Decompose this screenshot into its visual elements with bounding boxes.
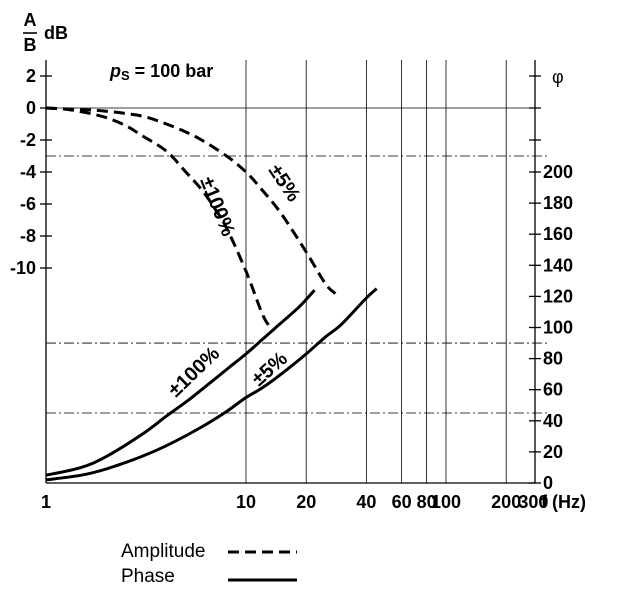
amplitude-5pct-label: ±5%	[264, 160, 305, 206]
y-right-tick-label: 40	[543, 411, 563, 431]
phase-100pct-label: ±100%	[164, 342, 224, 401]
y-left-tick-label: -10	[10, 258, 36, 278]
amplitude-curve-5pct	[45, 106, 337, 295]
phase-curve-5pct	[45, 287, 378, 482]
amplitude-axis-label-denominator: B	[24, 35, 37, 55]
phase-curve-100pct	[45, 289, 316, 477]
y-left-tick-label: -8	[20, 226, 36, 246]
y-left-tick-label: 2	[26, 66, 36, 86]
y-right-tick-label: 120	[543, 286, 573, 306]
y-left-tick-label: -6	[20, 194, 36, 214]
y-right-tick-label: 100	[543, 318, 573, 338]
x-tick-label: 200	[491, 492, 521, 512]
amplitude-axis-unit: dB	[44, 23, 68, 43]
x-tick-label: 1	[41, 492, 51, 512]
x-tick-label: 60	[392, 492, 412, 512]
amplitude-100pct-label: ±100%	[195, 174, 239, 240]
y-right-tick-label: 140	[543, 255, 573, 275]
title-p: p	[109, 61, 121, 81]
y-right-tick-label: 80	[543, 349, 563, 369]
y-left-tick-label: -4	[20, 162, 36, 182]
title-subscript: S	[121, 68, 130, 83]
y-right-tick-label: 60	[543, 380, 563, 400]
title-rest: = 100 bar	[130, 61, 214, 81]
x-tick-label: 20	[296, 492, 316, 512]
y-right-tick-label: 20	[543, 442, 563, 462]
y-right-tick-label: 180	[543, 193, 573, 213]
chart-title: pS = 100 bar	[109, 61, 213, 83]
y-right-tick-label: 0	[543, 473, 553, 493]
x-tick-label: 40	[356, 492, 376, 512]
phase-axis-label: φ	[552, 67, 564, 87]
x-tick-label: 100	[431, 492, 461, 512]
curves-layer	[45, 106, 378, 482]
y-left-tick-label: 0	[26, 98, 36, 118]
y-left-tick-label: -2	[20, 130, 36, 150]
y-right-tick-label: 160	[543, 224, 573, 244]
x-tick-label: 10	[236, 492, 256, 512]
legend-amplitude-label: Amplitude	[121, 541, 206, 562]
x-tick-label: 80	[417, 492, 437, 512]
x-axis-label: f (Hz)	[541, 492, 586, 512]
amplitude-axis-label-numerator: A	[24, 10, 37, 30]
y-right-tick-label: 200	[543, 162, 573, 182]
amplitude-curve-100pct	[45, 106, 271, 327]
x-tick-label: 300	[518, 492, 548, 512]
legend-phase-label: Phase	[121, 566, 175, 587]
